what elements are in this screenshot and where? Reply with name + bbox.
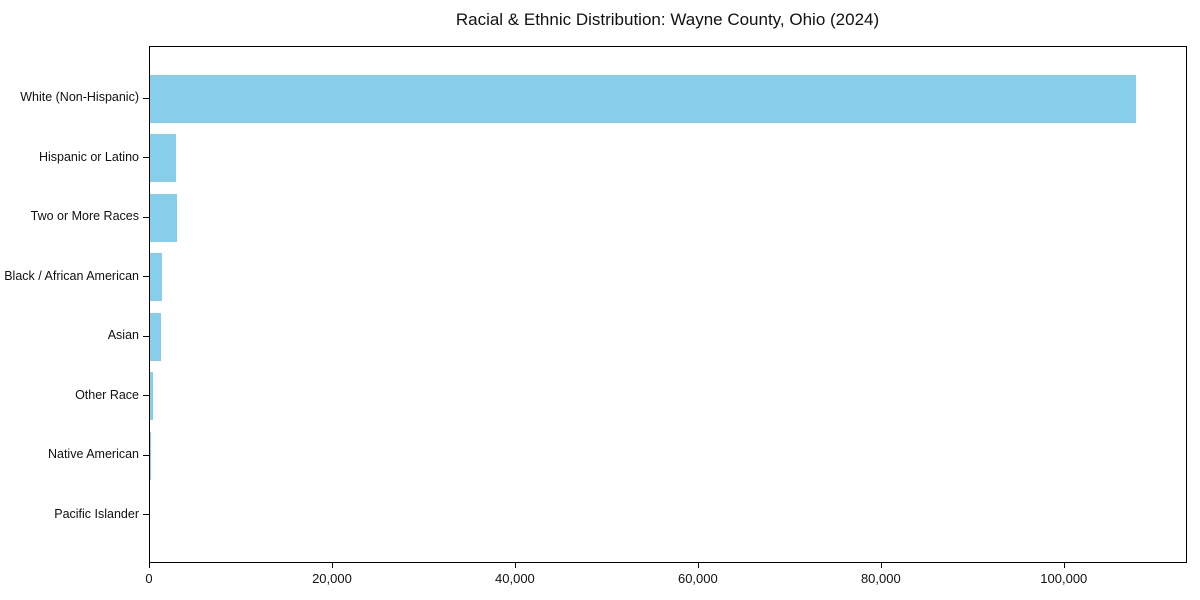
x-tick-label: 0 (145, 571, 153, 586)
x-tick-mark (149, 562, 150, 568)
y-tick-mark (143, 97, 149, 99)
y-tick-mark (143, 514, 149, 515)
bar (150, 193, 177, 242)
x-tick-label: 100,000 (1040, 571, 1088, 586)
y-tick-mark (143, 395, 149, 396)
y-tick-mark (143, 335, 149, 337)
bar (150, 134, 176, 182)
y-tick-label: Pacific Islander (54, 506, 139, 521)
x-tick-label: 60,000 (677, 571, 718, 586)
plot-area (149, 46, 1187, 563)
y-tick-mark (143, 157, 149, 158)
bar (150, 312, 161, 361)
bar (150, 253, 162, 301)
bar (150, 372, 153, 420)
y-tick-label: White (Non-Hispanic) (20, 90, 139, 104)
bar (150, 74, 1136, 123)
bar (150, 431, 151, 480)
y-tick-label: Other Race (75, 387, 139, 402)
y-tick-mark (143, 216, 149, 218)
y-tick-label: Asian (107, 328, 139, 342)
x-tick-mark (880, 562, 882, 568)
x-tick-mark (514, 562, 516, 568)
x-tick-label: 40,000 (495, 571, 535, 586)
y-tick-label: Black / African American (4, 268, 139, 283)
x-tick-mark (331, 562, 333, 568)
y-tick-label: Two or More Races (30, 209, 139, 223)
chart-title: Racial & Ethnic Distribution: Wayne Coun… (455, 10, 880, 29)
y-tick-label: Native American (47, 447, 139, 461)
x-tick-mark (697, 562, 699, 568)
y-tick-label: Hispanic or Latino (38, 149, 139, 164)
y-tick-mark (143, 454, 149, 456)
x-tick-mark (1063, 562, 1065, 568)
y-tick-mark (143, 276, 149, 277)
x-tick-label: 80,000 (860, 571, 901, 586)
x-tick-label: 20,000 (312, 571, 352, 586)
